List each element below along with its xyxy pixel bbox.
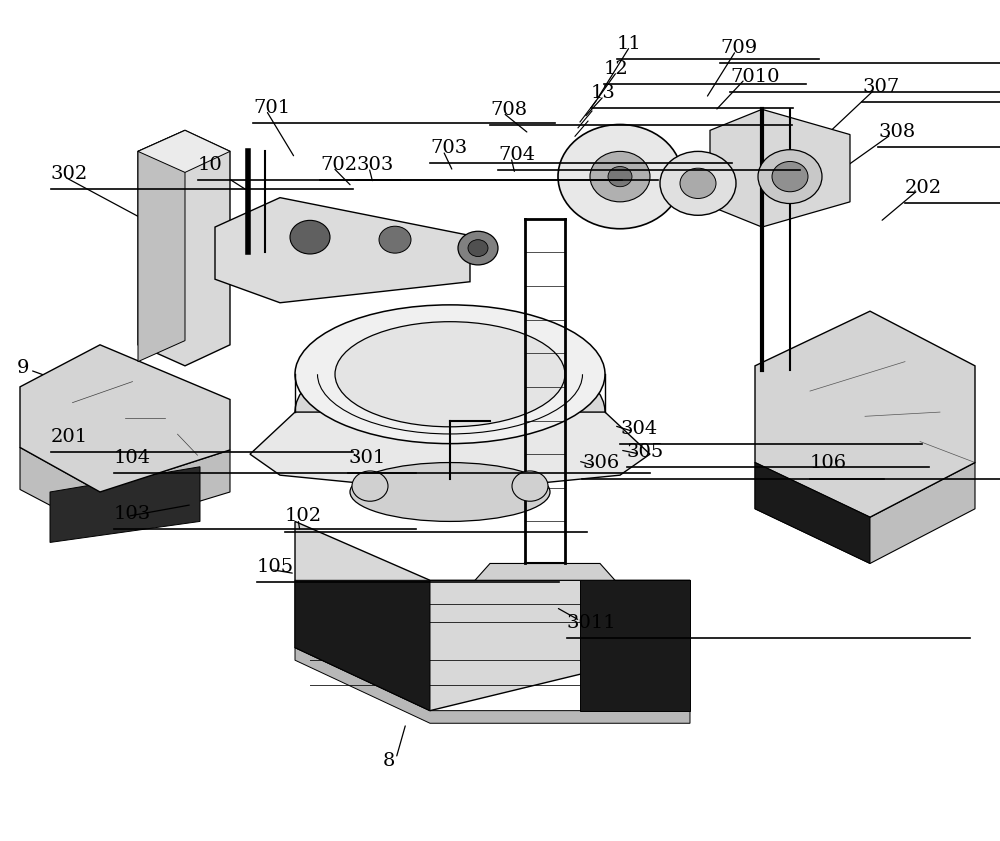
Ellipse shape	[295, 305, 605, 444]
Text: 12: 12	[604, 60, 629, 78]
Circle shape	[660, 151, 736, 215]
Text: 9: 9	[17, 358, 30, 377]
Text: 104: 104	[114, 449, 151, 468]
Text: 202: 202	[905, 178, 942, 197]
Circle shape	[290, 220, 330, 254]
Text: 11: 11	[617, 34, 642, 53]
Circle shape	[458, 231, 498, 265]
Polygon shape	[295, 580, 430, 711]
Text: 709: 709	[720, 39, 757, 57]
Polygon shape	[580, 580, 690, 711]
Text: 10: 10	[198, 156, 223, 174]
Text: 106: 106	[810, 454, 847, 473]
Text: 308: 308	[878, 123, 915, 141]
Text: 306: 306	[582, 454, 619, 473]
Polygon shape	[755, 463, 975, 563]
Polygon shape	[50, 467, 200, 542]
Polygon shape	[250, 412, 650, 492]
Polygon shape	[20, 345, 230, 492]
Polygon shape	[138, 130, 230, 366]
Circle shape	[558, 124, 682, 229]
Circle shape	[608, 167, 632, 187]
Polygon shape	[295, 521, 690, 711]
Circle shape	[590, 151, 650, 202]
Polygon shape	[138, 130, 185, 362]
Polygon shape	[20, 447, 230, 532]
Circle shape	[512, 471, 548, 501]
Ellipse shape	[350, 463, 550, 521]
Text: 105: 105	[257, 558, 294, 576]
Text: 703: 703	[430, 139, 467, 157]
Text: 7010: 7010	[730, 67, 780, 86]
Text: 702: 702	[320, 156, 357, 174]
Text: 102: 102	[285, 507, 322, 526]
Circle shape	[352, 471, 388, 501]
Circle shape	[379, 226, 411, 253]
Text: 8: 8	[383, 752, 395, 770]
Circle shape	[772, 161, 808, 192]
Polygon shape	[710, 109, 850, 227]
Text: 103: 103	[114, 505, 151, 523]
Text: 704: 704	[498, 145, 535, 164]
Polygon shape	[755, 463, 870, 563]
Polygon shape	[475, 563, 615, 580]
Text: 304: 304	[620, 420, 657, 438]
Text: 701: 701	[253, 98, 290, 117]
Ellipse shape	[295, 343, 605, 481]
Text: 301: 301	[348, 448, 385, 467]
Text: 13: 13	[591, 84, 616, 103]
Circle shape	[680, 168, 716, 198]
Polygon shape	[295, 648, 690, 723]
Text: 307: 307	[862, 77, 899, 96]
Polygon shape	[138, 130, 230, 172]
Text: 303: 303	[356, 156, 393, 174]
Text: 305: 305	[627, 442, 664, 461]
Ellipse shape	[335, 321, 565, 427]
Circle shape	[758, 150, 822, 204]
Polygon shape	[755, 311, 975, 517]
Text: 3011: 3011	[567, 614, 617, 632]
Text: 708: 708	[490, 101, 527, 119]
Text: 302: 302	[51, 165, 88, 183]
Circle shape	[468, 240, 488, 257]
Text: 201: 201	[51, 428, 88, 447]
Polygon shape	[215, 198, 470, 303]
